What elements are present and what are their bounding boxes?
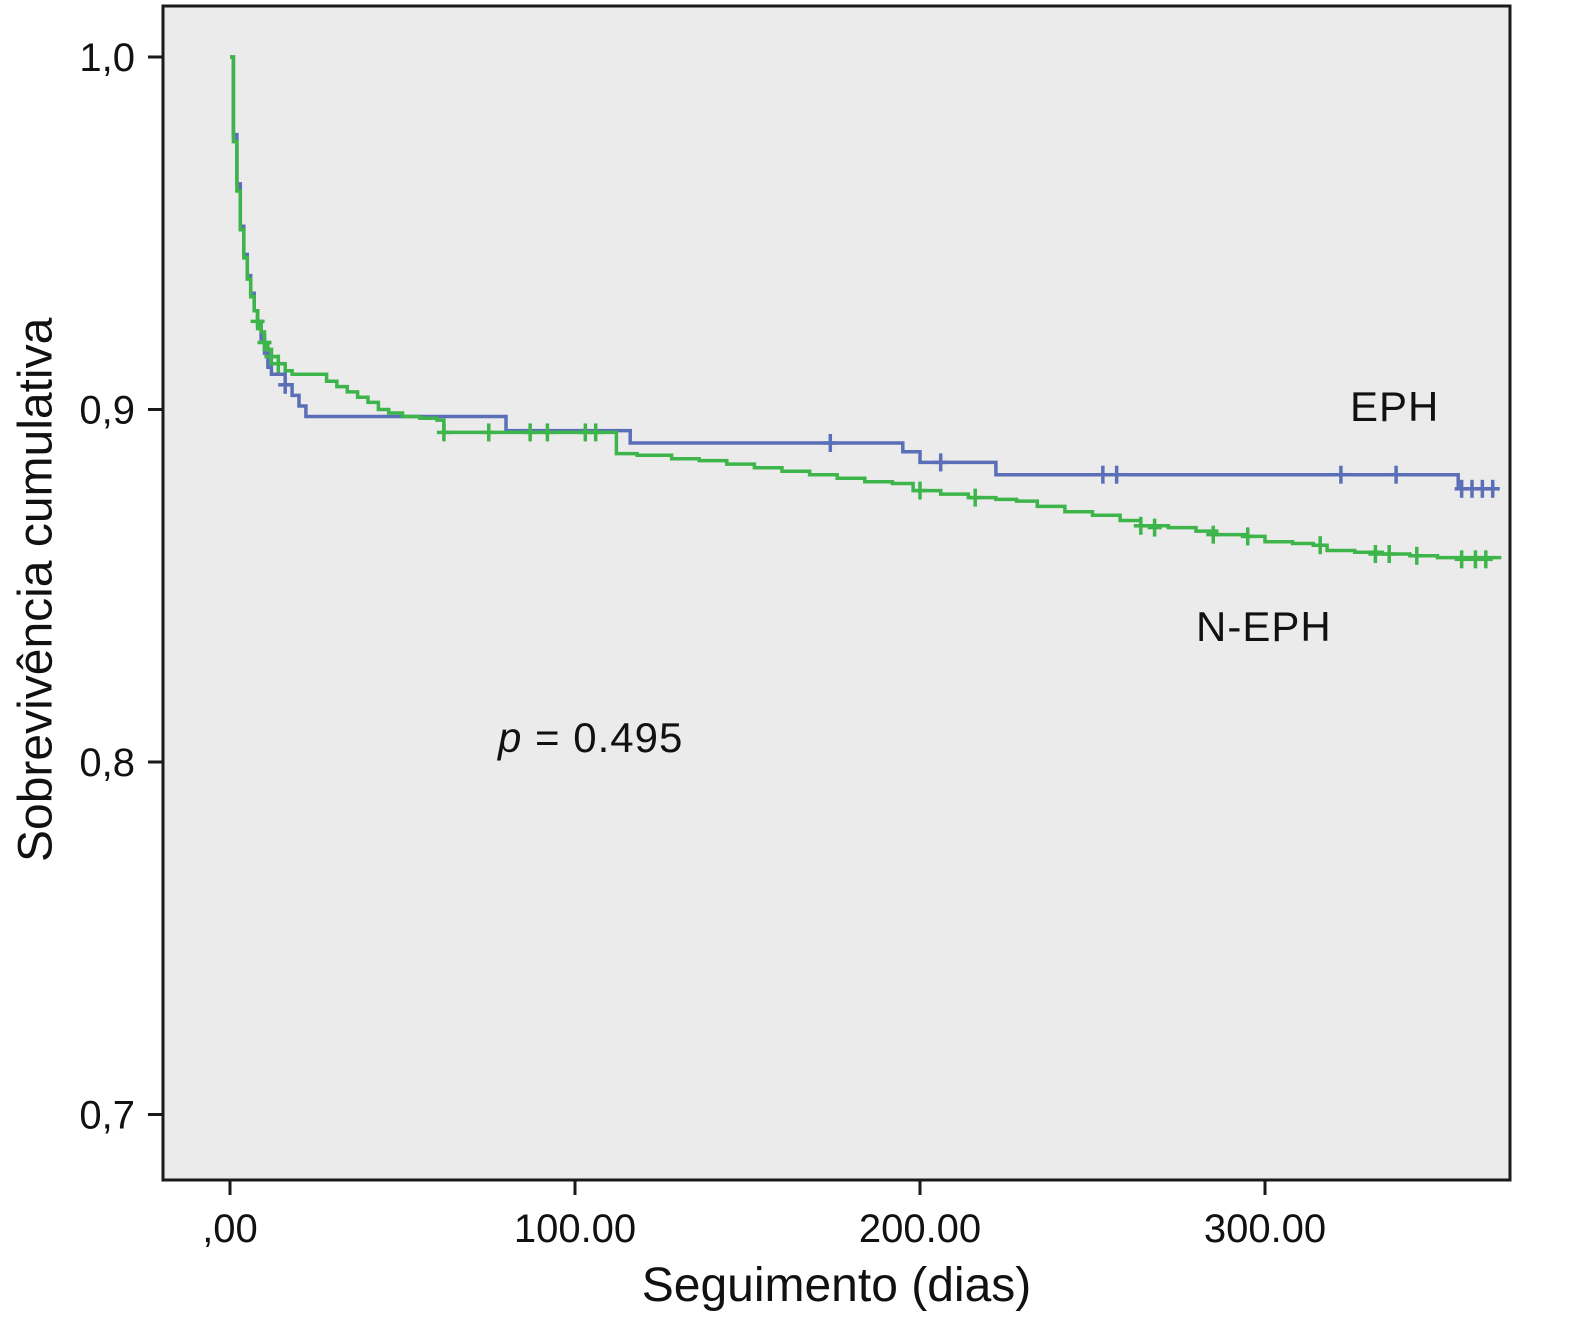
p-symbol: p — [498, 714, 523, 761]
y-tick-label: 0,9 — [79, 389, 135, 433]
series-label-eph: EPH — [1350, 383, 1440, 430]
y-axis-title: Sobrevivência cumulativa — [9, 317, 63, 863]
plot-area — [161, 4, 1512, 1182]
y-tick-label: 0,7 — [79, 1094, 135, 1138]
series-label-neph: N-EPH — [1196, 603, 1332, 650]
p-value-annotation: p = 0.495 — [498, 714, 683, 762]
x-tick-label: ,00 — [202, 1207, 258, 1251]
p-value-text: = 0.495 — [522, 714, 684, 761]
x-tick-label: 200.00 — [859, 1207, 981, 1251]
x-axis-title: Seguimento (dias) — [641, 1259, 1032, 1312]
x-tick-label: 300.00 — [1204, 1207, 1326, 1251]
y-tick-label: 1,0 — [79, 36, 135, 80]
x-tick-label: 100.00 — [514, 1207, 636, 1251]
y-tick-label: 0,8 — [79, 741, 135, 785]
